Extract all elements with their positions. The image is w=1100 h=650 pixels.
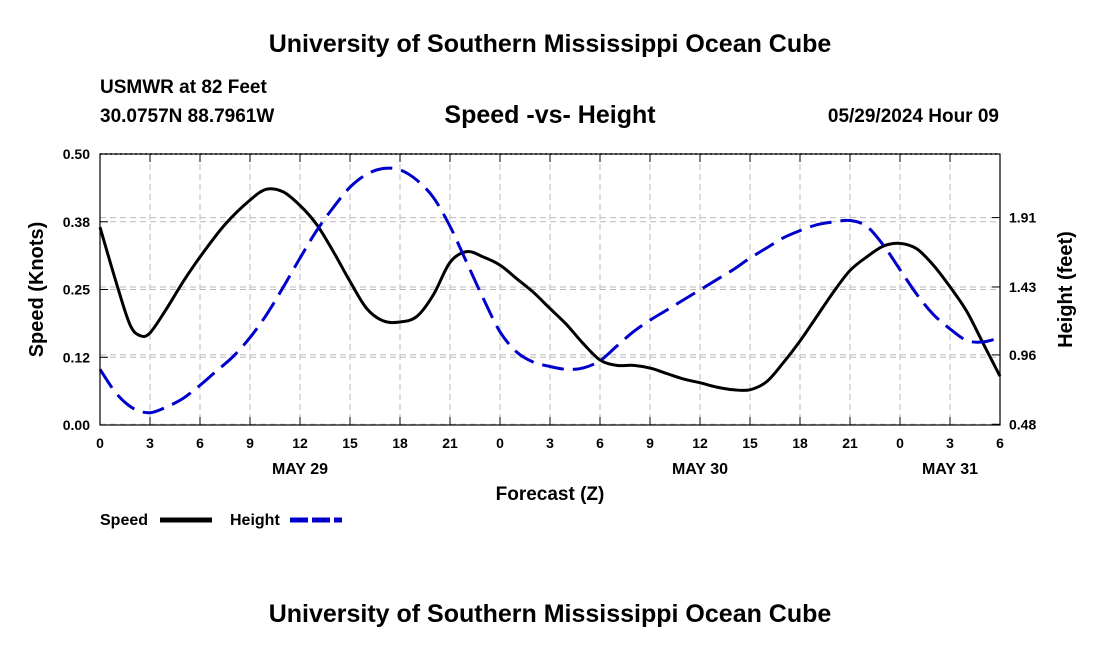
chart-title: University of Southern Mississippi Ocean…: [268, 30, 832, 58]
x-tick-label: 3: [546, 435, 554, 451]
x-tick-label: 3: [946, 435, 954, 451]
day-label: MAY 29: [272, 461, 328, 478]
station-label: USMWR at 82 Feet: [100, 77, 267, 98]
chart-subtitle: Speed -vs- Height: [444, 101, 656, 129]
y-right-tick-label: 1.91: [1009, 210, 1036, 226]
x-tick-label: 21: [842, 435, 858, 451]
y-axis-right-label: Height (feet): [1055, 231, 1077, 348]
x-tick-label: 15: [742, 435, 758, 451]
series-line-speed: [98, 187, 1002, 392]
y-axis-left-label: Speed (Knots): [26, 222, 48, 358]
x-tick-label: 18: [392, 435, 408, 451]
x-axis-label: Forecast (Z): [496, 484, 605, 505]
y-left-tick-label: 0.00: [63, 417, 90, 433]
axes: 0 3 6 9 12 15 18 21 0 3 6 9 12 15 18 21 0 3 6 0.00 0.12 0.25 0…: [63, 146, 1037, 478]
x-tick-label: 0: [896, 435, 904, 451]
y-left-tick-label: 0.38: [63, 214, 90, 230]
x-tick-label: 3: [146, 435, 154, 451]
x-tick-label: 18: [792, 435, 808, 451]
x-tick-label: 9: [246, 435, 254, 451]
y-right-tick-label: 1.43: [1009, 279, 1036, 295]
forecast-datestamp: 05/29/2024 Hour 09: [827, 106, 999, 127]
x-tick-label: 21: [442, 435, 458, 451]
grid: [100, 153, 1000, 426]
x-tick-label: 6: [196, 435, 204, 451]
y-left-tick-label: 0.12: [63, 349, 90, 365]
x-tick-label: 9: [646, 435, 654, 451]
day-label: MAY 31: [922, 461, 978, 478]
x-tick-label: 6: [596, 435, 604, 451]
station-coordinates: 30.0757N 88.7961W: [100, 106, 275, 127]
y-right-tick-label: 0.96: [1009, 347, 1036, 363]
y-left-tick-label: 0.25: [63, 282, 90, 298]
x-tick-label: 0: [96, 435, 104, 451]
x-tick-label: 15: [342, 435, 358, 451]
legend-label-height: Height: [230, 512, 280, 529]
series-line-height: [98, 166, 1001, 415]
series-lines: [98, 166, 1002, 415]
footer-title: University of Southern Mississippi Ocean…: [268, 600, 832, 628]
x-tick-label: 12: [292, 435, 308, 451]
y-right-tick-label: 0.48: [1009, 416, 1036, 432]
legend: Speed Height: [100, 512, 342, 529]
y-left-tick-label: 0.50: [63, 146, 90, 162]
legend-label-speed: Speed: [100, 512, 148, 529]
day-label: MAY 30: [672, 461, 728, 478]
x-tick-label: 0: [496, 435, 504, 451]
x-tick-label: 12: [692, 435, 708, 451]
x-tick-label: 6: [996, 435, 1004, 451]
